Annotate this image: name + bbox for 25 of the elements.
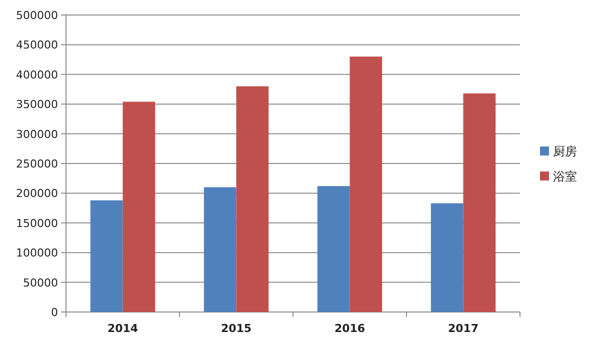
y-tick-label: 100000: [16, 246, 58, 260]
bar: [204, 187, 236, 312]
x-tick-label: 2016: [334, 322, 366, 335]
y-tick-label: 200000: [16, 187, 58, 200]
y-tick-label: 300000: [16, 128, 58, 141]
bar: [90, 200, 123, 312]
y-tick-label: 350000: [16, 98, 58, 112]
bar: [317, 186, 350, 312]
y-tick-label: 50000: [23, 276, 58, 290]
x-tick-label: 2014: [107, 322, 138, 335]
bar: [236, 86, 269, 312]
bar: [463, 93, 496, 312]
legend-label: 浴室: [553, 170, 577, 184]
legend-label: 厨房: [553, 144, 577, 158]
bar: [350, 56, 382, 312]
x-tick-label: 2015: [220, 322, 252, 335]
y-tick-label: 400000: [16, 68, 58, 82]
y-tick-label: 150000: [16, 216, 58, 230]
y-tick-label: 450000: [16, 38, 58, 52]
y-tick-label: 0: [51, 306, 58, 319]
y-tick-label: 500000: [16, 9, 58, 22]
bar: [122, 102, 156, 312]
bar: [430, 203, 464, 312]
x-tick-label: 2017: [448, 322, 479, 335]
y-tick-label: 250000: [16, 158, 58, 170]
